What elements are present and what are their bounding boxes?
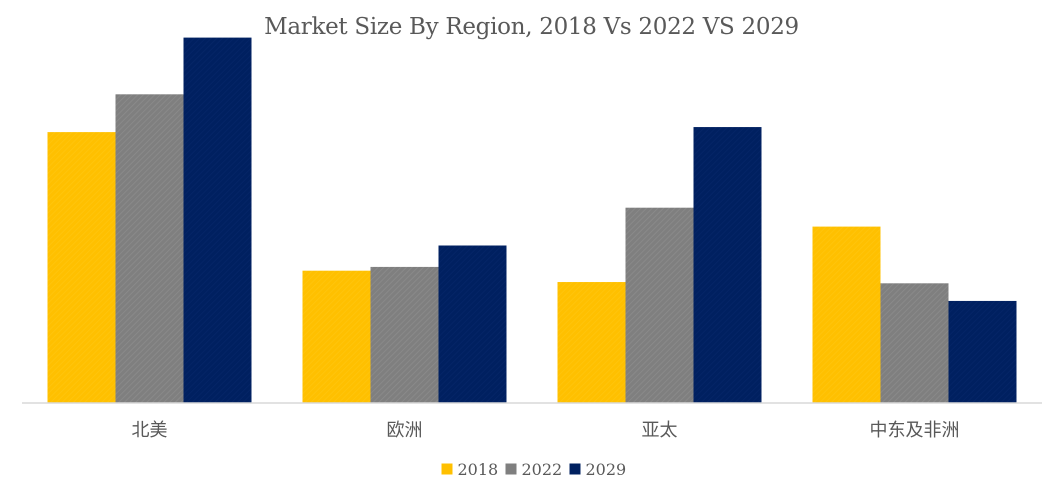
- bar-2029-category-1: [438, 245, 507, 403]
- legend-item-2018: 2018: [441, 460, 499, 479]
- legend-label-2029: 2029: [586, 460, 627, 479]
- x-tick-label: 中东及非洲: [870, 420, 960, 441]
- chart-title: Market Size By Region, 2018 Vs 2022 VS 2…: [264, 14, 799, 40]
- x-axis-tick-labels: 北美 欧洲 亚太 中东及非洲: [132, 420, 960, 441]
- bar-2022-category-2: [625, 207, 694, 403]
- bar-2018-category-1: [302, 270, 371, 403]
- legend-swatch-2018: [441, 463, 453, 475]
- bar-2018-category-0: [47, 132, 116, 403]
- bar-2022-category-3: [880, 283, 949, 403]
- bar-2022-category-0: [115, 94, 184, 404]
- x-tick-label: 欧洲: [387, 420, 423, 441]
- bar-2018-category-3: [812, 226, 881, 403]
- bar-2018-category-2: [557, 282, 626, 403]
- bar-2029-category-2: [693, 127, 762, 403]
- legend-item-2022: 2022: [505, 460, 563, 479]
- legend: 2018 2022 2029: [441, 460, 627, 479]
- x-tick-label: 北美: [132, 420, 168, 441]
- legend-item-2029: 2029: [569, 460, 627, 479]
- x-tick-label: 亚太: [642, 420, 678, 441]
- legend-swatch-2022: [505, 463, 517, 475]
- legend-label-2018: 2018: [458, 460, 499, 479]
- bar-2029-category-0: [183, 37, 252, 403]
- bars-group: [47, 37, 1017, 404]
- bar-2029-category-3: [948, 300, 1017, 403]
- bar-2022-category-1: [370, 266, 439, 403]
- legend-swatch-2029: [569, 463, 581, 475]
- legend-label-2022: 2022: [522, 460, 563, 479]
